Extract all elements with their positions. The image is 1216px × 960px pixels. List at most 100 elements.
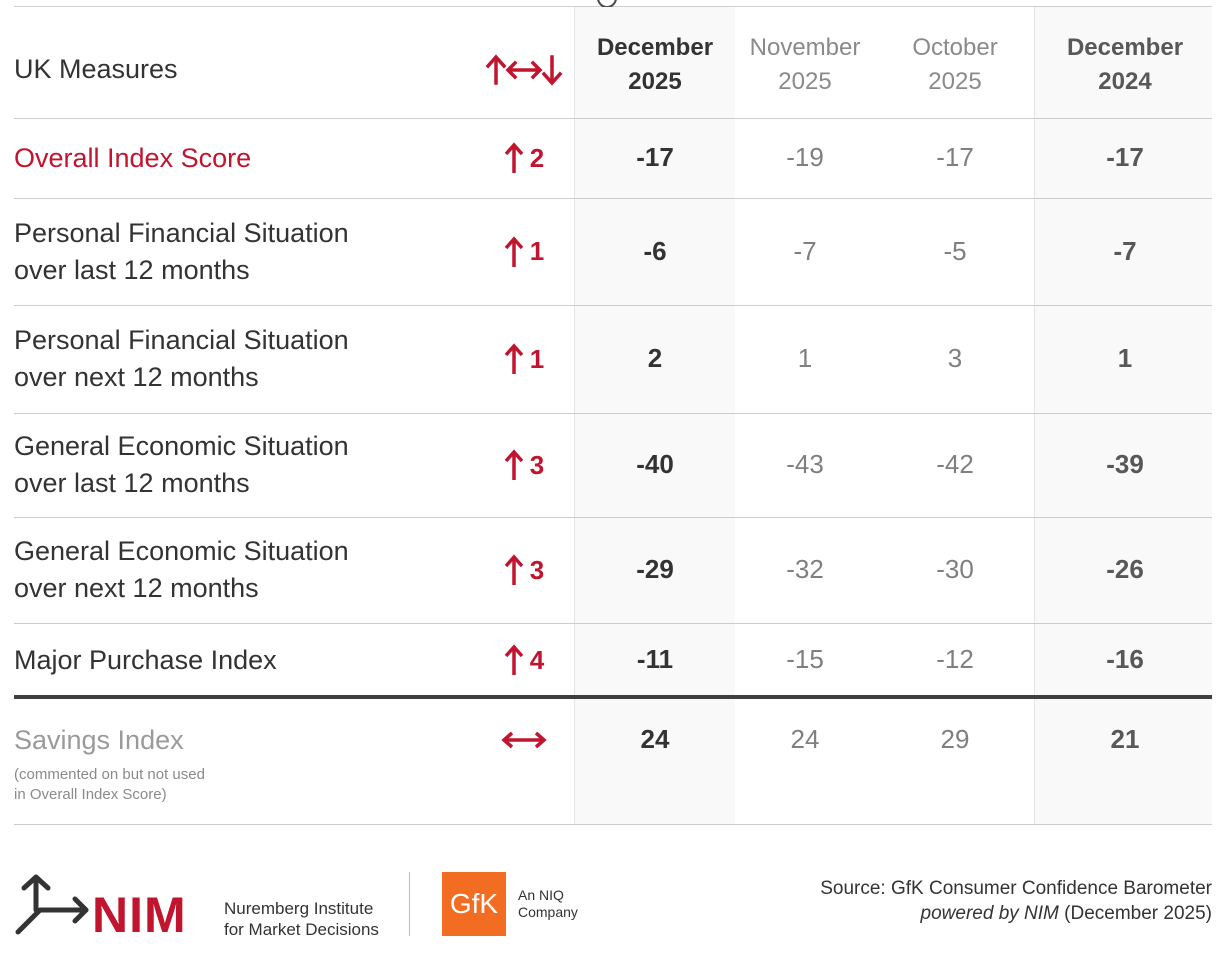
- row-label: General Economic Situation over last 12 m…: [14, 428, 349, 502]
- value-cell: 3: [947, 343, 963, 373]
- current-month-column-shade: [575, 7, 735, 825]
- row-label-line: over last 12 months: [14, 468, 250, 498]
- change-indicator: [484, 723, 564, 757]
- nim-arrow-icon: [15, 874, 89, 935]
- value-cell: 24: [790, 724, 820, 754]
- change-indicator: 3: [484, 553, 564, 587]
- value-cell: 1: [797, 343, 813, 373]
- change-value: 1: [529, 343, 545, 374]
- value-cell: 29: [940, 724, 970, 754]
- value-cell: -17: [936, 142, 974, 172]
- column-header-oct-2025: October 2025: [912, 34, 998, 95]
- value-cell: -6: [643, 235, 667, 266]
- value-cell: 21: [1110, 724, 1140, 754]
- value-cell: -32: [786, 554, 824, 584]
- nim-logo-text: NIM: [92, 887, 187, 943]
- change-indicator: 3: [484, 448, 564, 482]
- gfk-logo: GfK: [442, 872, 506, 936]
- value-cell: -19: [786, 142, 824, 172]
- change-value: 4: [529, 644, 545, 675]
- arrow-up-icon: [504, 343, 524, 374]
- last-year-column-shade: [1035, 7, 1212, 825]
- row-divider: [14, 118, 1212, 119]
- row-label: Personal Financial Situation over last 12…: [14, 215, 349, 289]
- value-cell: -29: [636, 554, 674, 584]
- value-cell: 1: [1117, 343, 1133, 373]
- row-divider: [14, 198, 1212, 199]
- nim-subtitle: Nuremberg Institute for Market Decisions: [224, 899, 379, 939]
- arrow-up-icon: [504, 449, 524, 480]
- value-cell: -17: [636, 142, 674, 172]
- value-cell: -30: [936, 554, 974, 584]
- column-header-dec-2024: December 2024: [1066, 34, 1184, 95]
- table-row: Major Purchase Index 4 -11 -15 -12 -16: [14, 623, 1212, 697]
- nim-logo-mark: [14, 872, 90, 941]
- arrow-up-icon: [504, 644, 524, 675]
- row-label-line: over next 12 months: [14, 362, 259, 392]
- row-divider: [14, 623, 1212, 624]
- value-cell: -15: [786, 644, 824, 674]
- table-bottom-rule: [14, 824, 1212, 825]
- row-label: Overall Index Score: [14, 140, 251, 177]
- table-row: Savings Index (commented on but not used i…: [14, 697, 1212, 825]
- table-row: General Economic Situation over last 12 m…: [14, 413, 1212, 517]
- row-label-line: General Economic Situation: [14, 536, 349, 566]
- table-row: General Economic Situation over next 12 m…: [14, 517, 1212, 623]
- row-label-line: Personal Financial Situation: [14, 325, 349, 355]
- table-row: Personal Financial Situation over next 12…: [14, 305, 1212, 413]
- value-cell: -39: [1106, 449, 1144, 479]
- value-cell: -7: [1113, 235, 1137, 266]
- value-cell: -11: [636, 644, 674, 674]
- change-value: 3: [529, 449, 545, 480]
- column-header-nov-2025: November 2025: [749, 34, 861, 95]
- change-indicator: 1: [484, 235, 564, 269]
- row-label-line: Major Purchase Index: [14, 644, 277, 675]
- row-divider: [14, 305, 1212, 306]
- change-indicator: 4: [484, 643, 564, 677]
- row-footnote: (commented on but not used in Overall Ind…: [14, 765, 205, 805]
- change-direction-icon: [485, 54, 563, 86]
- value-cell: -40: [636, 449, 674, 479]
- value-cell: -43: [786, 449, 824, 479]
- row-divider: [14, 517, 1212, 518]
- change-value: 3: [529, 554, 545, 585]
- measure-column-header: UK Measures: [14, 54, 178, 84]
- logo-separator: [409, 872, 410, 936]
- row-label-line: over last 12 months: [14, 254, 250, 285]
- value-cell: 2: [647, 343, 663, 373]
- change-indicator: 1: [484, 342, 564, 376]
- column-divider: [574, 7, 575, 825]
- value-cell: -26: [1106, 554, 1144, 584]
- row-label-line: Savings Index: [14, 724, 184, 755]
- table-header: UK Measures December 2025 November 2025 …: [14, 7, 1212, 118]
- row-label-line: Overall Index Score: [14, 142, 252, 173]
- arrow-up-icon: [504, 235, 524, 267]
- arrow-up-icon: [504, 554, 524, 585]
- gfk-subtitle: An NIQ Company: [518, 887, 578, 920]
- value-cell: -5: [943, 235, 967, 266]
- value-cell: -17: [1106, 142, 1144, 172]
- value-cell: -42: [936, 449, 974, 479]
- row-label: Savings Index: [14, 722, 184, 759]
- row-divider: [14, 413, 1212, 414]
- table-row: Overall Index Score 2 -17 -19 -17 -17: [14, 118, 1212, 198]
- value-cell: 24: [640, 724, 670, 754]
- row-label: Major Purchase Index: [14, 642, 277, 679]
- source-note: Source: GfK Consumer Confidence Baromete…: [820, 878, 1212, 924]
- column-divider: [1034, 7, 1035, 825]
- top-rule: [14, 6, 1212, 7]
- row-footnote-line: (commented on but not used: [14, 766, 205, 783]
- change-column-header: [484, 53, 564, 87]
- value-cell: -12: [936, 644, 974, 674]
- arrow-up-icon: [504, 142, 524, 173]
- value-cell: -16: [1106, 644, 1144, 674]
- section-divider: [14, 695, 1212, 699]
- change-value: 1: [529, 236, 545, 266]
- table-row: Personal Financial Situation over last 12…: [14, 198, 1212, 305]
- row-label-line: Personal Financial Situation: [14, 217, 349, 248]
- arrow-left-right-icon: [501, 731, 547, 749]
- row-label-line: General Economic Situation: [14, 431, 349, 461]
- row-label: General Economic Situation over next 12 m…: [14, 533, 349, 607]
- row-footnote-line: in Overall Index Score): [14, 786, 167, 803]
- row-label-line: over next 12 months: [14, 573, 259, 603]
